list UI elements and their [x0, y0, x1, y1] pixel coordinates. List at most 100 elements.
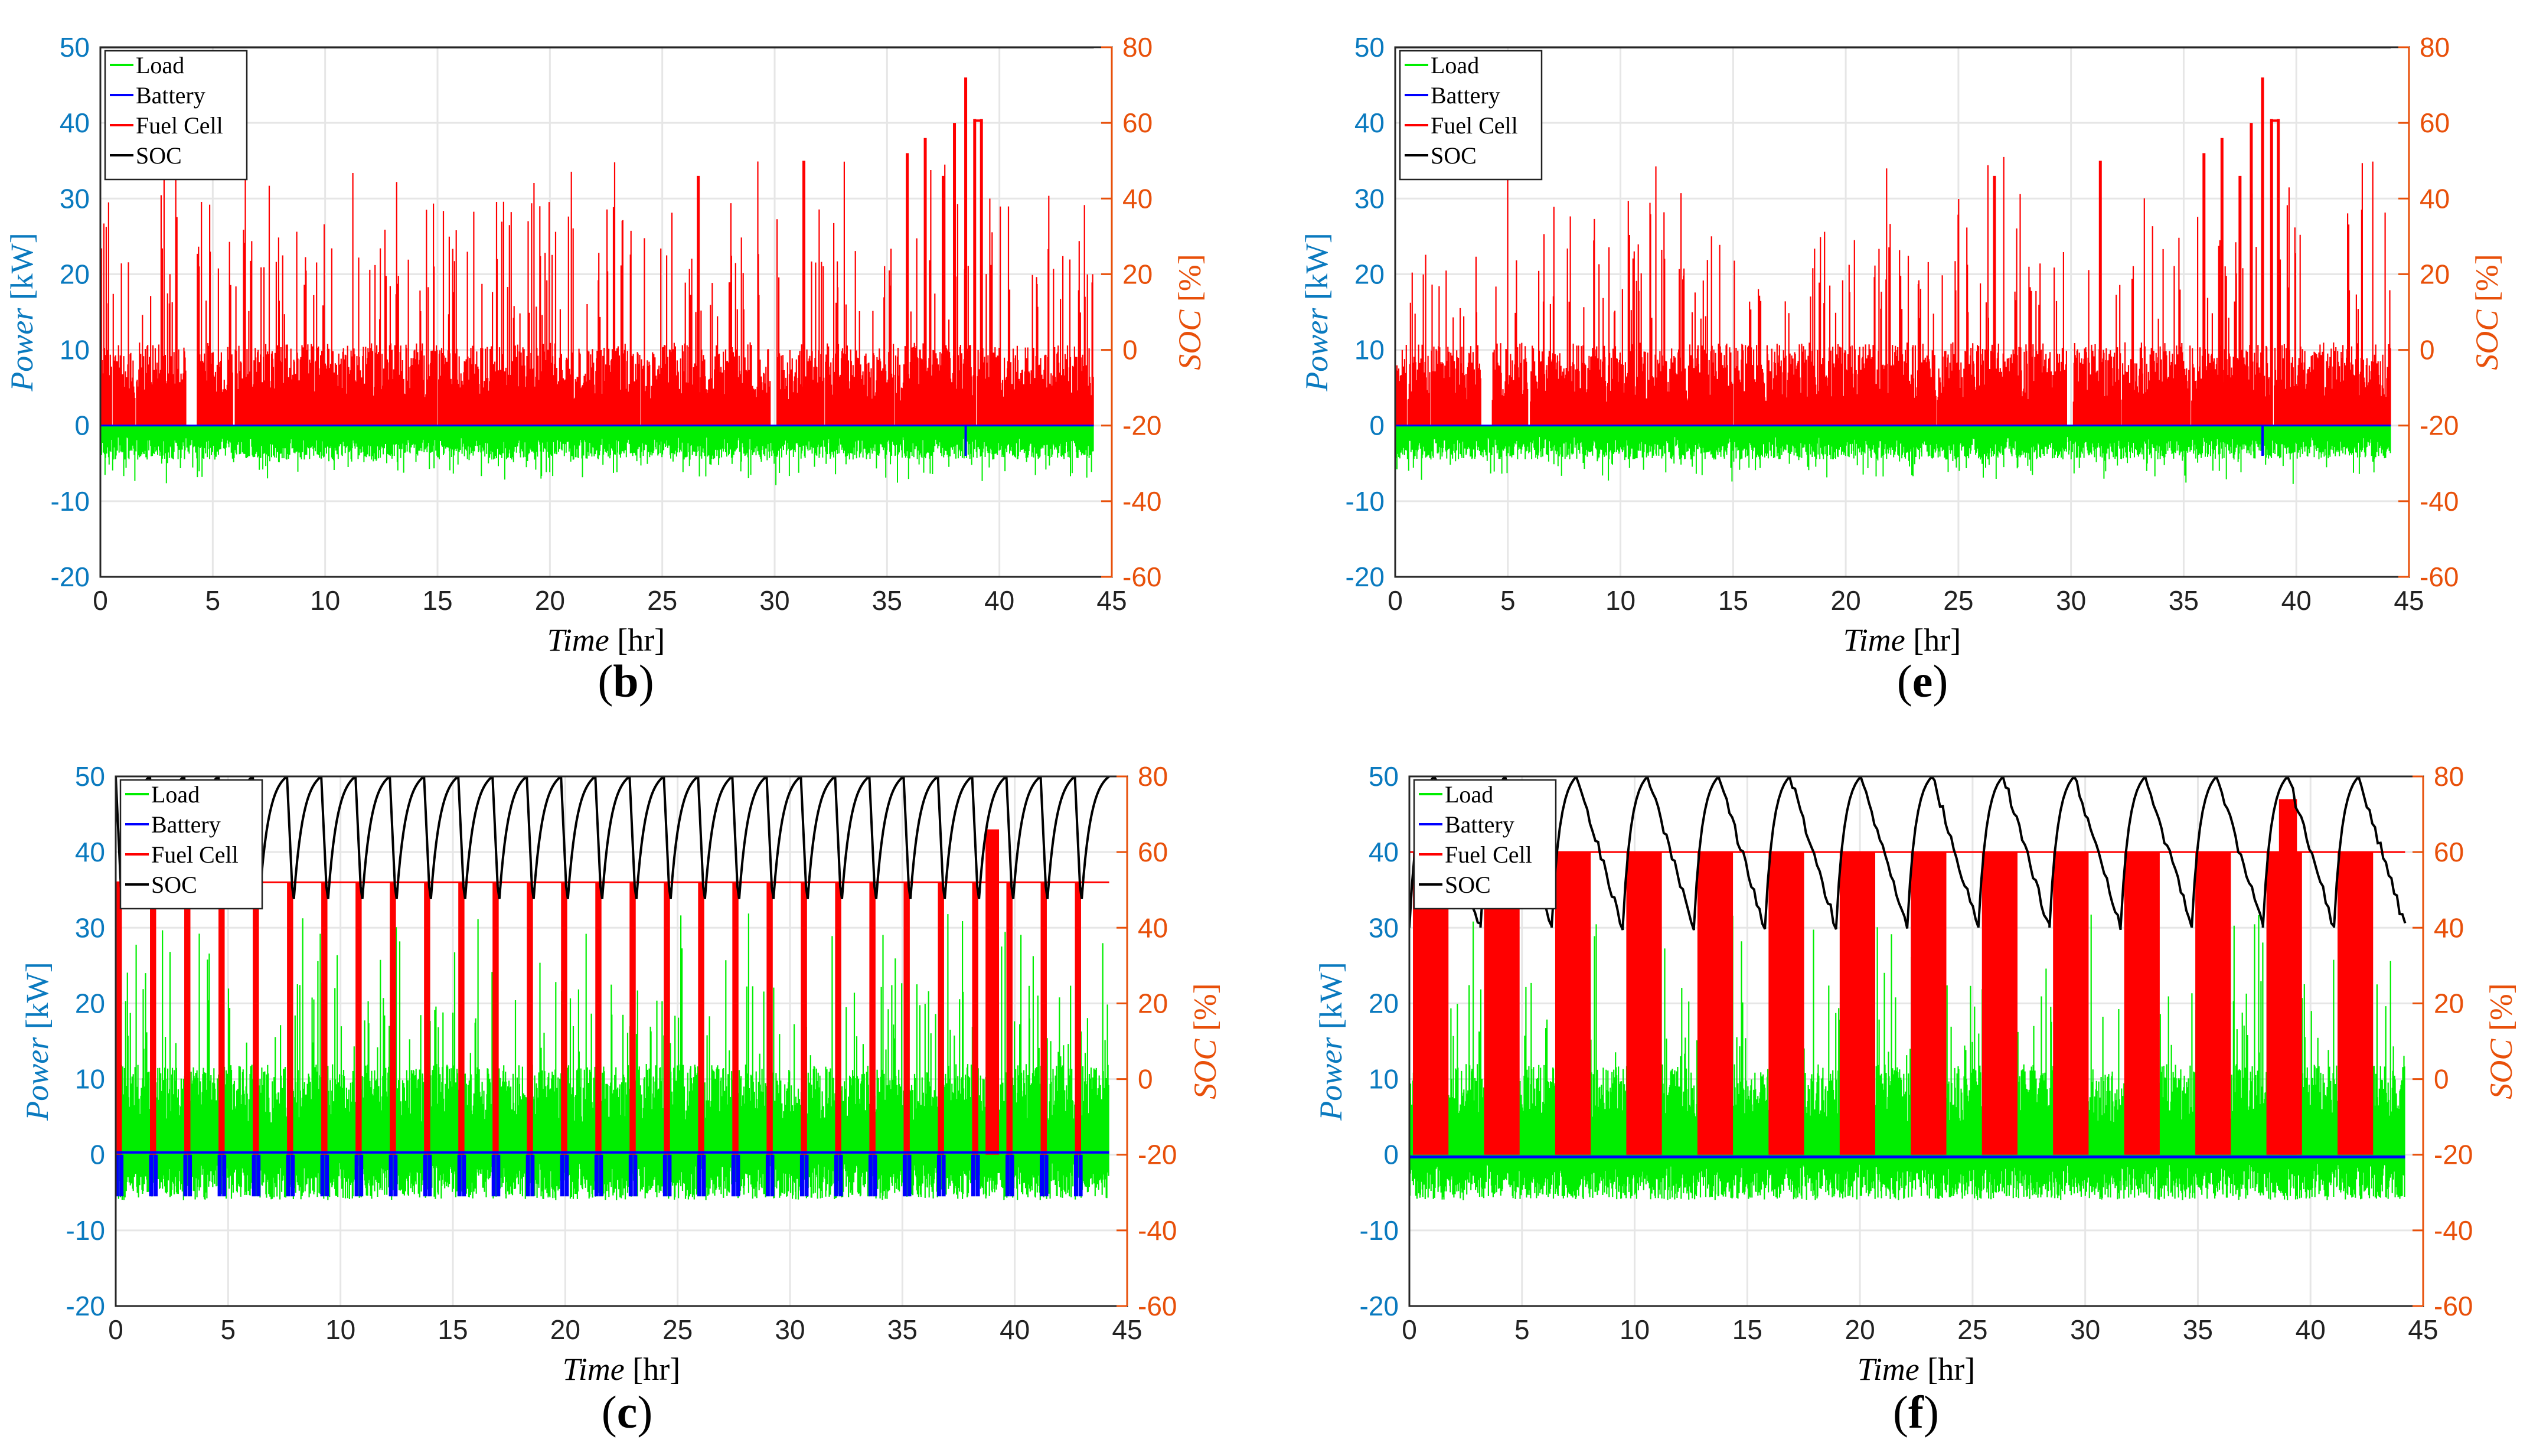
ytick-right-label: -60 [1122, 561, 1161, 592]
fuel-cell-block [321, 882, 328, 1155]
ytick-right-label: 40 [2420, 183, 2450, 214]
legend-entry-label: SOC [1431, 142, 1477, 169]
ytick-left-label: 50 [60, 32, 90, 63]
xtick-label: 40 [1000, 1314, 1030, 1345]
ytick-left-label: 20 [1354, 259, 1385, 289]
ytick-left-label: -10 [1360, 1215, 1399, 1246]
fuel-cell-block [629, 882, 636, 1155]
x-axis-label: Time [hr] [547, 622, 665, 658]
ytick-right-label: -40 [1138, 1215, 1177, 1246]
legend-entry-label: Battery [1431, 82, 1500, 109]
legend-entry-label: Load [1431, 52, 1479, 79]
ytick-right-label: 60 [1138, 837, 1168, 867]
ytick-right-label: 40 [1122, 183, 1153, 214]
ytick-left-label: -20 [1346, 561, 1385, 592]
series-fuel-cell [100, 158, 1094, 426]
legend: Load Battery Fuel Cell SOC [104, 50, 248, 181]
ytick-right-label: -20 [1122, 410, 1161, 441]
fuel-cell-block [527, 882, 533, 1155]
ytick-right-label: 80 [2434, 761, 2464, 792]
fuel-cell-block [355, 882, 362, 1155]
fuel-cell-block [2195, 852, 2231, 1155]
ytick-right-label: 80 [1122, 32, 1153, 63]
xtick-label: 20 [1845, 1314, 1875, 1345]
fuel-cell-block [1981, 852, 2018, 1155]
ytick-right-label: 0 [2434, 1064, 2449, 1095]
xtick-label: 45 [2408, 1314, 2438, 1345]
ytick-right-label: -60 [2434, 1291, 2473, 1321]
xtick-label: 35 [887, 1314, 918, 1345]
ytick-right-label: 0 [2420, 335, 2435, 365]
legend-entry-label: Load [151, 781, 200, 808]
ytick-left-label: 40 [1369, 837, 1399, 867]
xtick-label: 20 [535, 585, 565, 616]
ytick-right-label: -60 [1138, 1291, 1177, 1321]
fuel-cell-block [1075, 882, 1081, 1155]
ytick-right-label: -20 [1138, 1140, 1177, 1170]
ytick-right-label: 20 [1122, 259, 1153, 289]
xtick-label: 25 [1957, 1314, 1987, 1345]
fuel-cell-block [1626, 852, 1662, 1155]
legend: Load Battery Fuel Cell SOC [119, 779, 263, 910]
xtick-label: 40 [2296, 1314, 2326, 1345]
xtick-label: 40 [984, 585, 1014, 616]
fuel-cell-block [869, 882, 876, 1155]
series-load [100, 425, 1094, 485]
ytick-left-label: -10 [1346, 486, 1385, 517]
series-fuel-cell [1395, 156, 2391, 426]
y-axis-left-label: Power [kW] [1313, 962, 1349, 1121]
ytick-left-label: -10 [51, 486, 90, 517]
y-axis-right-label: SOC [%] [1187, 983, 1223, 1099]
fuel-cell-block [1768, 852, 1804, 1155]
ytick-left-label: 30 [1354, 183, 1385, 214]
xtick-label: 25 [1943, 585, 1973, 616]
fuel-cell-block [2053, 852, 2089, 1155]
fuel-cell-block [492, 882, 499, 1155]
legend-entry-label: Battery [151, 811, 221, 838]
plot-area [1409, 776, 2407, 1200]
legend-entry-label: Battery [1445, 811, 1514, 838]
xtick-label: 5 [1500, 585, 1516, 616]
ytick-left-label: -20 [66, 1291, 105, 1321]
fuel-cell-block [287, 882, 293, 1155]
ytick-right-label: 80 [1138, 761, 1168, 792]
fuel-cell-block [424, 882, 430, 1155]
fuel-cell-block [732, 882, 739, 1155]
panel-caption: (c) [602, 1386, 653, 1438]
xtick-label: 30 [775, 1314, 805, 1345]
ytick-right-label: 0 [1138, 1064, 1153, 1095]
ytick-left-label: -20 [51, 561, 90, 592]
xtick-label: 35 [2169, 585, 2199, 616]
xtick-label: 0 [108, 1314, 123, 1345]
fuel-cell-block [664, 882, 670, 1155]
fuel-cell-block [972, 882, 978, 1155]
fuel-cell-block [1006, 882, 1013, 1155]
xtick-label: 5 [205, 585, 221, 616]
xtick-label: 30 [2056, 585, 2086, 616]
legend-entry-label: SOC [136, 142, 182, 169]
xtick-label: 15 [1732, 1314, 1762, 1345]
xtick-label: 5 [1514, 1314, 1530, 1345]
ytick-left-label: 10 [60, 335, 90, 365]
xtick-label: 20 [550, 1314, 580, 1345]
ytick-right-label: -40 [1122, 486, 1161, 517]
y-axis-left-label: Power [kW] [19, 962, 55, 1121]
xtick-label: 35 [2183, 1314, 2213, 1345]
fuel-cell-block [561, 882, 567, 1155]
ytick-left-label: 20 [1369, 988, 1399, 1018]
fuel-cell-block [1911, 852, 1947, 1155]
ytick-left-label: 40 [1354, 107, 1385, 138]
xtick-label: 30 [2070, 1314, 2100, 1345]
xtick-label: 5 [221, 1314, 236, 1345]
ytick-right-label: 60 [2434, 837, 2464, 867]
fuel-cell-peak [2278, 799, 2297, 1155]
xtick-label: 35 [872, 585, 902, 616]
legend-entry-label: Fuel Cell [136, 112, 223, 139]
legend-entry-label: SOC [1445, 871, 1491, 898]
ytick-right-label: -40 [2420, 486, 2459, 517]
legend-box [119, 779, 263, 910]
